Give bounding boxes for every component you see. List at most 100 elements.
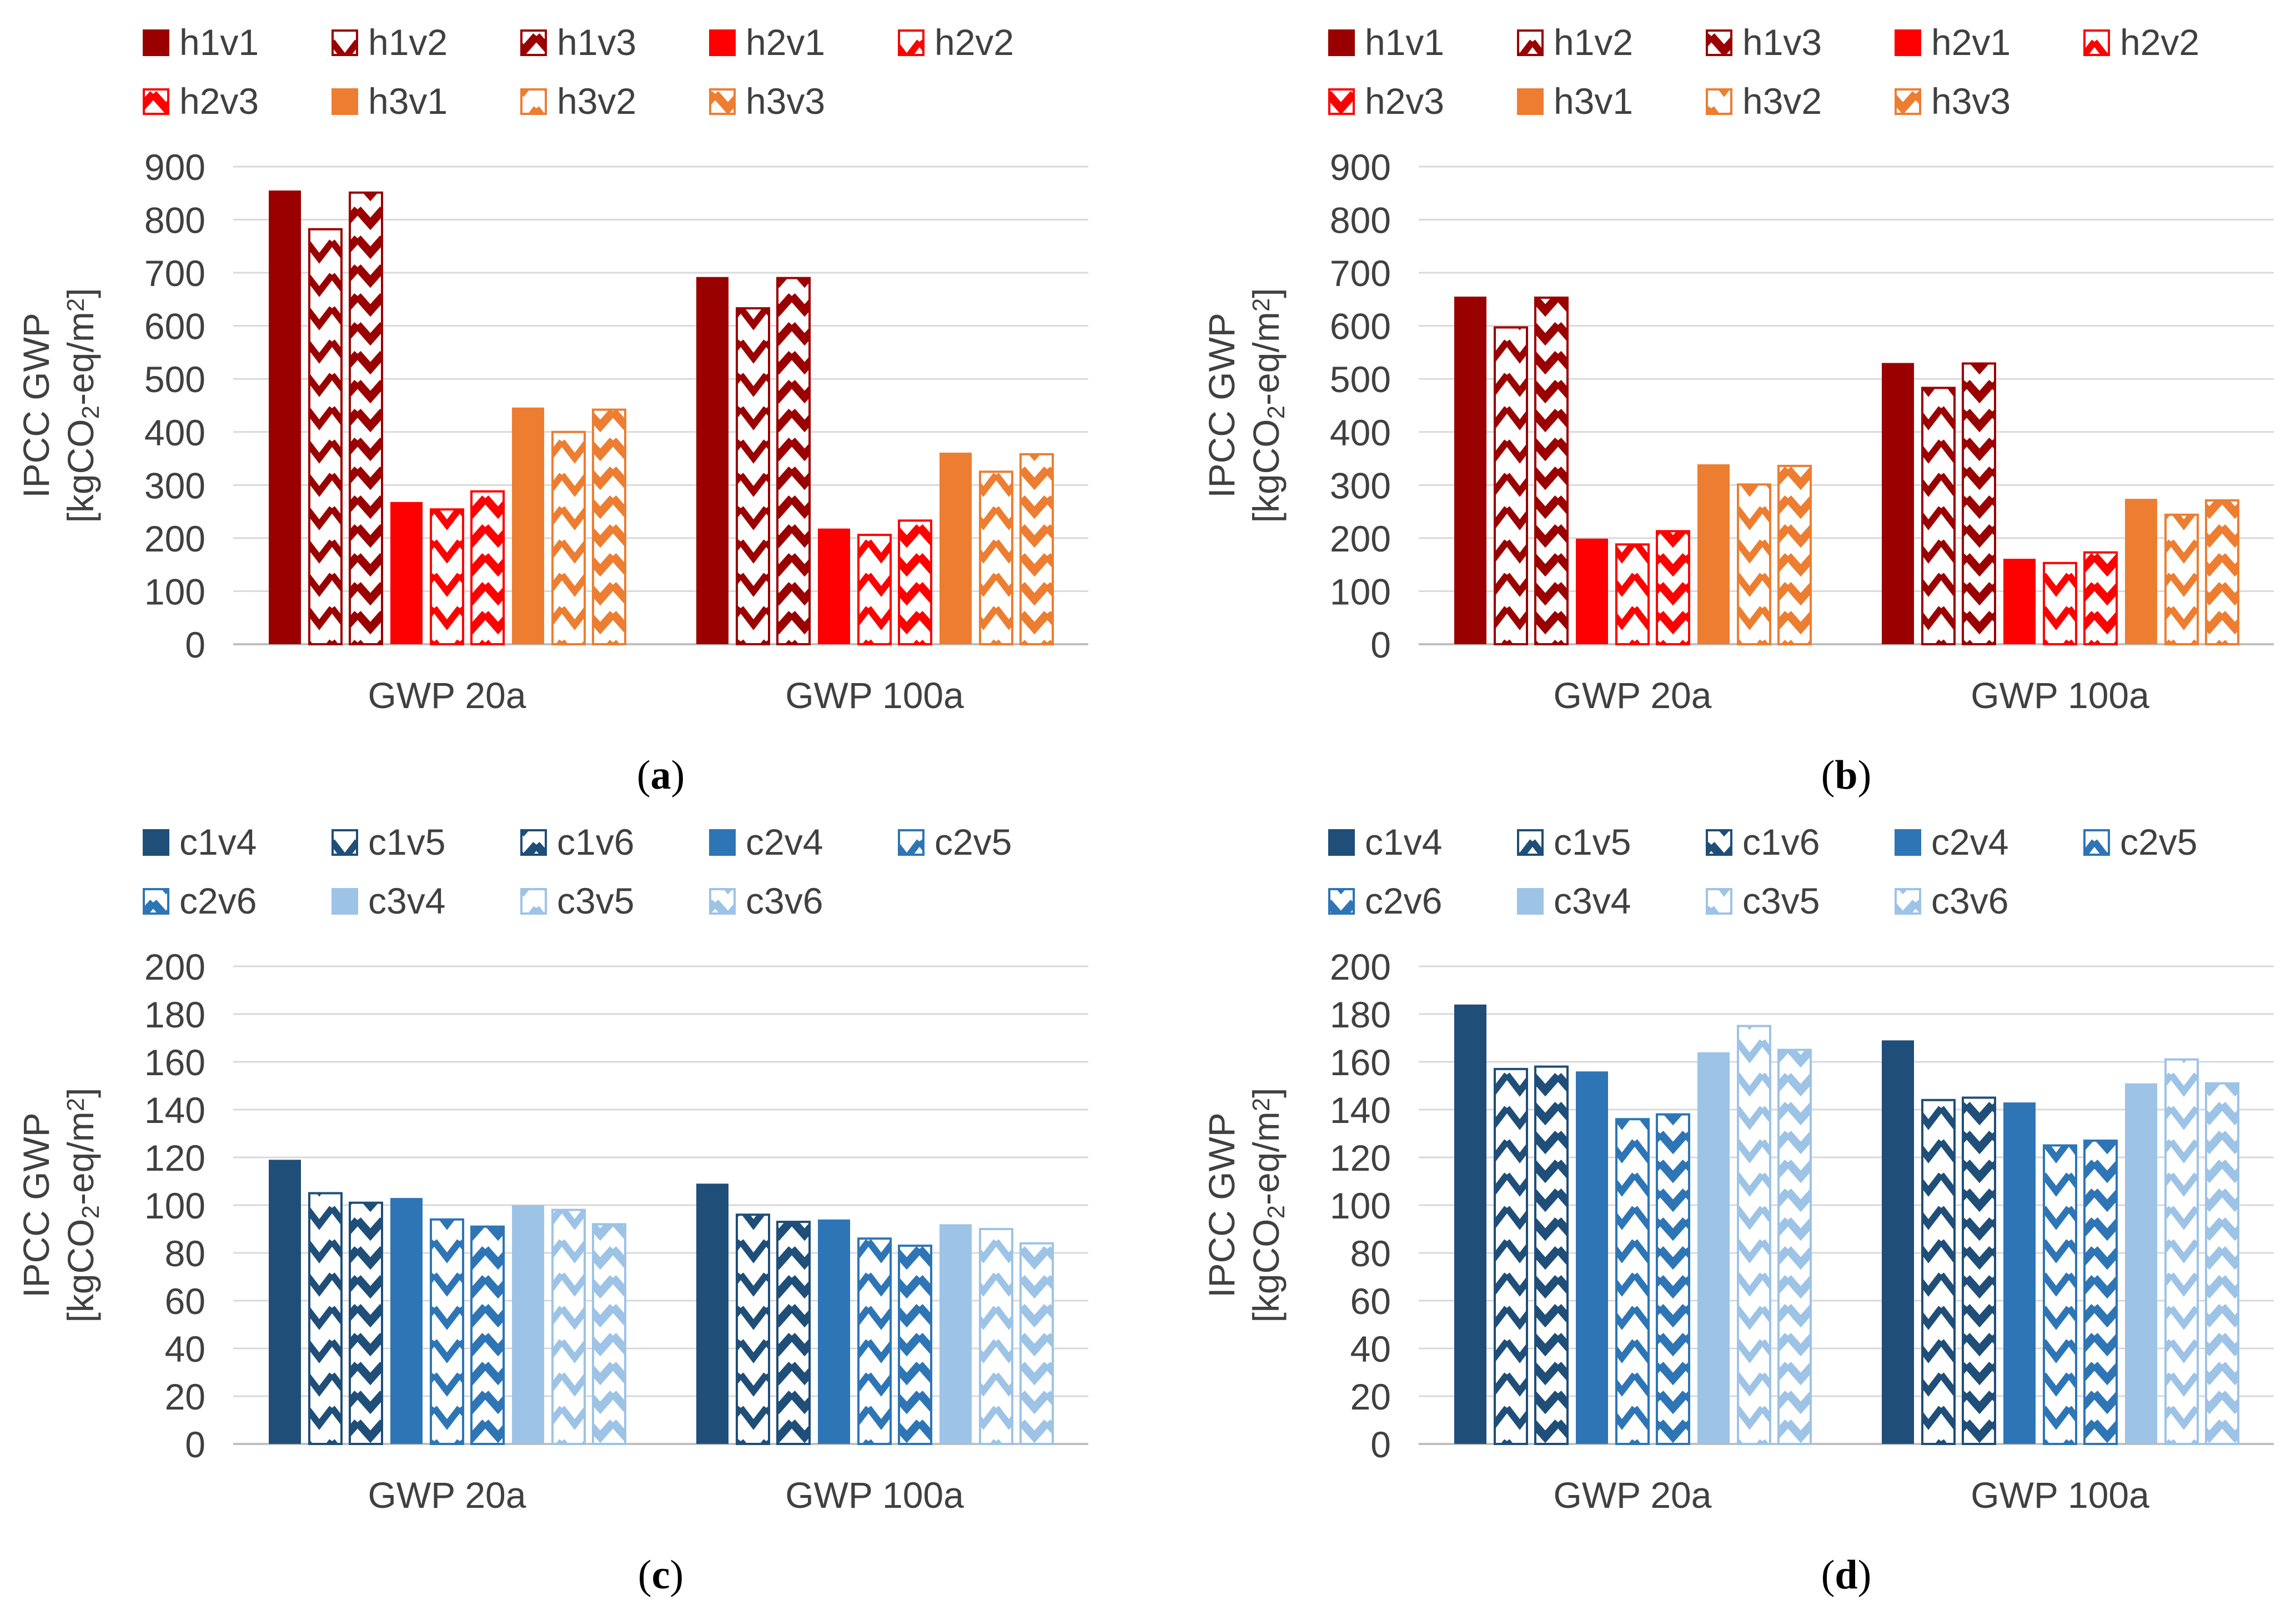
- bar-h1v3-1: [1962, 362, 1996, 645]
- bar-h3v2-1: [2164, 513, 2199, 645]
- bar-h2v2-0: [430, 508, 464, 645]
- legend-label-h3v1: h3v1: [1554, 81, 1633, 122]
- bar-c3v5-0: [551, 1208, 586, 1446]
- y-tick-label: 100: [144, 1185, 205, 1226]
- legend-swatch-h3v2: [520, 88, 547, 115]
- y-tick-label: 500: [144, 359, 205, 400]
- legend-swatch-c2v5: [2083, 829, 2110, 856]
- bar-h3v1-0: [512, 407, 544, 644]
- bar-c1v6-1: [776, 1221, 811, 1446]
- legend-swatch-c3v6: [709, 888, 736, 915]
- bar-h2v2-1: [2043, 561, 2077, 645]
- legend-label-h3v1: h3v1: [368, 81, 448, 122]
- legend-swatch-c3v5: [520, 888, 547, 915]
- legend-label-c3v5: c3v5: [557, 880, 634, 921]
- bar-h1v1-1: [696, 277, 729, 644]
- legend-label-h2v1: h2v1: [746, 22, 825, 63]
- legend-swatch-c1v6: [520, 829, 547, 856]
- panel-label-a: (a): [637, 753, 685, 798]
- bar-h2v3-0: [470, 490, 505, 645]
- legend-label-h3v2: h3v2: [1742, 81, 1822, 122]
- legend-label-h1v3: h1v3: [557, 22, 636, 63]
- bar-h2v1-1: [818, 528, 850, 644]
- legend-label-c3v4: c3v4: [368, 880, 445, 921]
- bar-c1v6-1: [1962, 1096, 1996, 1445]
- legend-swatch-h1v1: [1328, 29, 1355, 56]
- panel-label-b: (b): [1821, 753, 1871, 798]
- y-tick-label: 0: [185, 1424, 205, 1465]
- bar-h1v2-0: [1494, 326, 1528, 645]
- legend-label-h3v3: h3v3: [746, 81, 825, 122]
- bar-h3v1-0: [1697, 464, 1730, 644]
- bar-c2v4-1: [818, 1219, 850, 1444]
- bar-c2v5-1: [2043, 1144, 2077, 1445]
- y-axis: 0 100 200 300 400 500 600 700 800 900: [144, 147, 1088, 665]
- legend-label-h2v3: h2v3: [179, 81, 259, 122]
- y-tick-label: 0: [1370, 1424, 1391, 1465]
- bar-h2v3-1: [898, 519, 932, 645]
- y-axis-title-line1: IPCC GWP: [1201, 313, 1242, 498]
- legend-label-c1v5: c1v5: [1554, 821, 1631, 862]
- y-tick-label: 400: [1330, 412, 1391, 453]
- bar-h1v1-0: [269, 190, 301, 644]
- y-tick-label: 160: [1330, 1042, 1391, 1083]
- bar-h2v3-0: [1656, 530, 1690, 646]
- bar-c3v6-1: [1019, 1242, 1054, 1446]
- bar-h3v3-1: [1019, 453, 1054, 646]
- y-tick-label: 100: [144, 571, 205, 612]
- y-tick-label: 180: [1330, 994, 1391, 1035]
- bar-c3v4-1: [939, 1224, 972, 1444]
- bar-c3v4-1: [2125, 1083, 2157, 1444]
- legend-swatch-c3v5: [1706, 888, 1732, 915]
- x-category-label: GWP 20a: [368, 1474, 526, 1516]
- legend-label-h1v2: h1v2: [368, 22, 448, 63]
- bar-c1v4-0: [1454, 1004, 1486, 1444]
- bar-c3v6-1: [2205, 1082, 2239, 1445]
- y-axis-title-line1: IPCC GWP: [16, 1112, 57, 1298]
- legend-label-c1v5: c1v5: [368, 821, 445, 862]
- legend-label-h1v3: h1v3: [1742, 22, 1822, 63]
- bar-c1v6-0: [349, 1201, 383, 1445]
- y-tick-label: 300: [1330, 465, 1391, 506]
- legend-swatch-h1v2: [1517, 29, 1544, 56]
- y-tick-label: 800: [144, 200, 205, 241]
- y-tick-label: 100: [1330, 571, 1391, 612]
- bar-h2v1-1: [2003, 559, 2036, 644]
- y-tick-label: 400: [144, 412, 205, 453]
- y-axis-title-line2: [kgCO2-eq/m2]: [1245, 1087, 1290, 1322]
- y-tick-label: 60: [1350, 1281, 1391, 1322]
- x-category-label: GWP 100a: [785, 675, 964, 716]
- bars: [1454, 297, 2239, 646]
- panel-label-c: (c): [638, 1552, 684, 1598]
- y-axis-title: IPCC GWP [kgCO2-eq/m2]: [1201, 288, 1290, 523]
- y-tick-label: 700: [144, 253, 205, 294]
- bar-c1v5-0: [308, 1192, 343, 1445]
- legend-swatch-h1v3: [1706, 29, 1732, 56]
- bar-h2v2-0: [1615, 543, 1650, 645]
- bar-h3v2-0: [1737, 483, 1771, 646]
- bar-c1v4-0: [269, 1160, 301, 1444]
- legend-label-h1v1: h1v1: [1365, 22, 1444, 63]
- bar-c1v5-0: [1494, 1067, 1528, 1445]
- bar-c2v5-1: [857, 1237, 892, 1445]
- legend: c1v4 c1v5 c1v6 c2v4 c2v5 c2v6 c3v4 c3v5 c3v6: [143, 821, 1012, 921]
- legend-swatch-h1v2: [331, 29, 358, 56]
- legend-label-h3v2: h3v2: [557, 81, 636, 122]
- y-tick-label: 300: [144, 465, 205, 506]
- bar-c3v5-1: [979, 1228, 1013, 1445]
- bar-h1v1-0: [1454, 297, 1486, 644]
- legend-label-h2v2: h2v2: [935, 22, 1014, 63]
- legend-swatch-h2v2: [2083, 29, 2110, 56]
- legend-swatch-c1v5: [331, 829, 358, 856]
- y-tick-label: 140: [144, 1090, 205, 1131]
- y-tick-label: 40: [165, 1328, 205, 1370]
- x-category-label: GWP 20a: [368, 675, 526, 716]
- bar-h2v1-0: [1576, 538, 1608, 644]
- legend-swatch-h3v1: [1517, 88, 1544, 115]
- bar-h1v3-1: [776, 277, 811, 645]
- y-tick-label: 120: [144, 1137, 205, 1178]
- legend-swatch-c2v6: [1328, 888, 1355, 915]
- panel-c: c1v4 c1v5 c1v6 c2v4 c2v5 c2v6 c3v4 c3v5 c3v6 0 20 4…: [16, 821, 1088, 1598]
- bar-h3v3-0: [1777, 464, 1812, 646]
- bar-c1v5-1: [736, 1213, 770, 1445]
